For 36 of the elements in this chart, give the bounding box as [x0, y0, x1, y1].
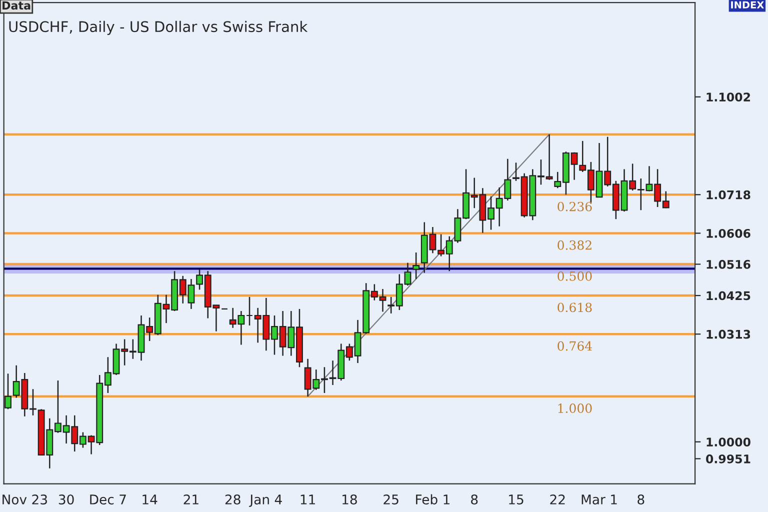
text: USDCHF, Daily - US Dollar vs Swiss Frank — [9, 20, 308, 35]
x-tick-label: 21 — [184, 494, 198, 504]
y-tick-label: 1.0718 — [706, 190, 750, 200]
candlestick — [4, 373, 12, 410]
x-tick-label: 30 — [58, 494, 74, 504]
y-tick-label: 0.9951 — [706, 454, 750, 464]
x-tick-label: Dec 7 — [90, 494, 126, 504]
x-tick-label: 22 — [550, 494, 565, 504]
annotation: 0.618 — [558, 302, 592, 312]
annotation: 1.000 — [558, 404, 592, 414]
annotation: 0.500 — [558, 271, 592, 281]
annotation: 0.382 — [558, 240, 592, 250]
x-tick-label: 8 — [638, 494, 644, 504]
y-tick-label: 1.0000 — [706, 438, 750, 446]
y-tick-label: 1.0516 — [706, 260, 750, 269]
y-tick-label: 1.0606 — [706, 228, 750, 238]
annotation: 0.764 — [558, 341, 592, 351]
x-tick-label: Nov 23 — [2, 494, 47, 504]
x-tick-label: 8 — [471, 494, 478, 504]
candlestick — [246, 296, 253, 326]
x-tick-label: 18 — [342, 494, 357, 504]
x-tick-label: 15 — [509, 494, 524, 504]
x-tick-label: 28 — [225, 494, 240, 504]
y-tick-label: 1.1002 — [706, 92, 750, 102]
annotation: 0.236 — [558, 202, 592, 212]
text: INDEX — [731, 1, 764, 8]
x-tick-label: Mar 1 — [582, 494, 617, 504]
x-tick-label: Jan 4 — [249, 494, 282, 507]
y-tick-label: 1.0313 — [706, 330, 750, 339]
y-tick-label: 1.0425 — [706, 291, 750, 300]
annotation: Data — [2, 1, 30, 10]
x-tick-label: 25 — [384, 494, 398, 504]
x-tick-label: Feb 1 — [416, 494, 450, 504]
x-tick-label: 14 — [142, 494, 158, 504]
candlestick — [412, 252, 420, 280]
x-tick-label: 11 — [300, 494, 315, 504]
